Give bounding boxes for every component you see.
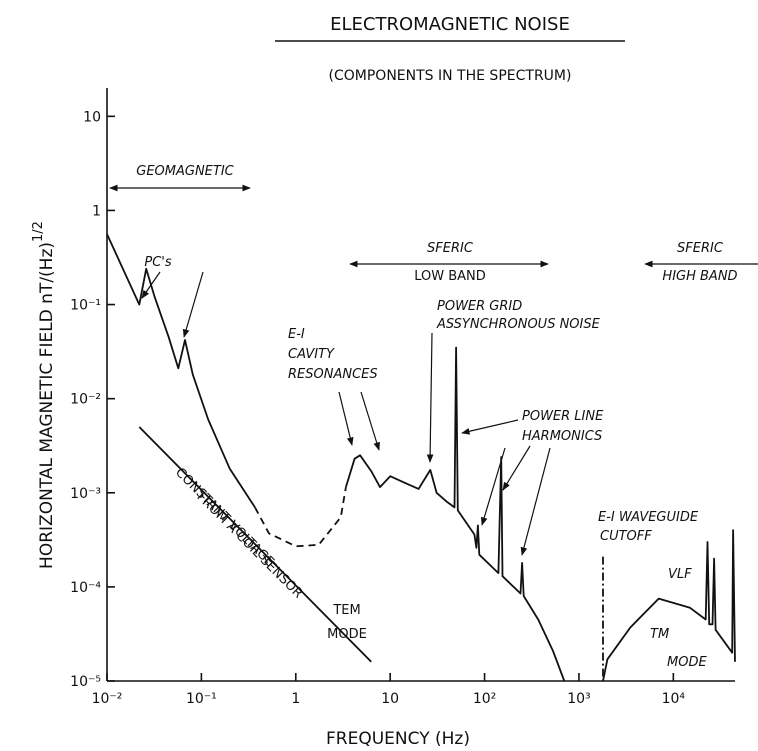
annotation: MODE — [327, 627, 367, 642]
grid-noise-arrow — [426, 332, 434, 463]
annotation: PC's — [144, 255, 171, 270]
annotation: CAVITY — [288, 347, 335, 362]
y-axis-label: HORIZONTAL MAGNETIC FIELD nT/(Hz)1/2 — [31, 221, 57, 569]
annotation: HARMONICS — [522, 429, 602, 444]
y-tick-label: 10⁻² — [70, 392, 101, 408]
noise-line — [254, 486, 347, 548]
harmonic-arrow — [461, 419, 519, 435]
annotation-arrows — [109, 184, 758, 556]
annotation: POWER GRID — [437, 299, 522, 314]
y-tick-label: 10⁻⁵ — [70, 674, 101, 690]
noise-line — [106, 233, 736, 682]
annotation: TM — [650, 627, 669, 642]
pc-arrow — [182, 271, 204, 338]
x-tick-label: 1 — [291, 691, 300, 707]
annotation: POWER LINE — [522, 409, 604, 424]
cavity-arrow — [338, 391, 354, 446]
annotation: CUTOFF — [600, 529, 652, 544]
chart-subtitle: (COMPONENTS IN THE SPECTRUM) — [329, 68, 572, 84]
y-tick-label: 10⁻³ — [70, 486, 101, 502]
x-tick-label: 10³ — [567, 691, 590, 707]
annotation: SFERIC — [427, 241, 474, 256]
annotation: VLF — [668, 567, 692, 582]
x-axis-label: FREQUENCY (Hz) — [326, 729, 470, 749]
annotation: GEOMAGNETIC — [136, 164, 234, 179]
y-tick-label: 10⁻¹ — [70, 298, 101, 314]
annotation: MODE — [667, 655, 707, 670]
harmonic-arrow — [520, 447, 551, 556]
y-tick-label: 10 — [83, 109, 101, 125]
y-tick-label: 1 — [92, 203, 101, 219]
x-tick-label: 10⁻² — [92, 691, 123, 707]
x-tick-label: 10⁴ — [662, 691, 686, 707]
annotation: RESONANCES — [288, 367, 378, 382]
cavity-arrow — [360, 391, 380, 451]
x-tick-label: 10² — [473, 691, 496, 707]
harmonic-arrow — [502, 445, 531, 491]
x-tick-label: 10 — [381, 691, 399, 707]
annotation: HIGH BAND — [662, 269, 737, 284]
y-tick-label: 10⁻⁴ — [70, 580, 101, 596]
annotation: SFERIC — [677, 241, 724, 256]
y-axis-label-text: HORIZONTAL MAGNETIC FIELD nT/(Hz) — [37, 242, 57, 569]
annotation: LOW BAND — [414, 269, 486, 284]
annotation: TEM — [332, 603, 360, 618]
annotation: FROM A COIL SENSOR — [193, 490, 305, 602]
annotation: E-I — [288, 327, 305, 342]
chart-title: ELECTROMAGNETIC NOISE — [330, 14, 570, 35]
y-axis-label-exponent: 1/2 — [31, 221, 46, 242]
noise-line — [138, 426, 372, 663]
x-tick-label: 10⁻¹ — [186, 691, 217, 707]
annotation: E-I WAVEGUIDE — [598, 510, 699, 525]
annotation: ASSYNCHRONOUS NOISE — [436, 317, 601, 332]
